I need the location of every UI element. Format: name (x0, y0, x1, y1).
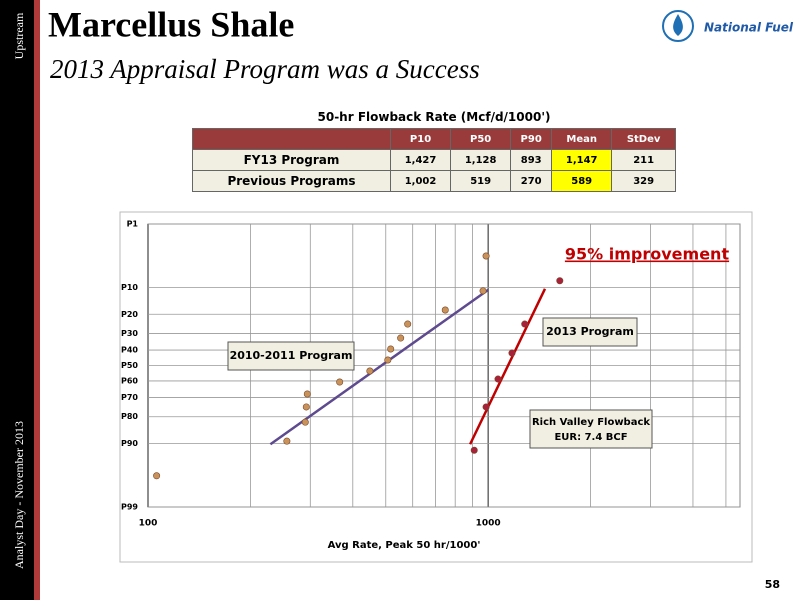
subtitle: 2013 Appraisal Program was a Success (50, 54, 480, 84)
annotation-box (529, 409, 653, 449)
column-header: P50 (450, 128, 512, 150)
data-point (387, 345, 395, 353)
data-point (303, 390, 311, 398)
column-header: P10 (389, 128, 452, 150)
header-row: P10 P50 P90 Mean StDev (192, 128, 676, 150)
data-point (404, 320, 412, 328)
table-grid: P10 P50 P90 Mean StDev FY13 Program 1,427 1,128… (192, 128, 676, 192)
y-tick-label: P90 (121, 439, 138, 448)
y-tick-label: P80 (121, 412, 138, 421)
y-tick-label: P10 (121, 283, 138, 292)
y-tick-label: P1 (127, 220, 139, 229)
x-axis-title: Avg Rate, Peak 50 hr/1000' (328, 540, 481, 551)
cell: 1,002 (389, 170, 452, 192)
data-point (521, 320, 529, 328)
y-tick-label: P30 (121, 329, 138, 338)
data-point (479, 287, 487, 295)
data-point (482, 403, 490, 411)
y-tick-label: P70 (121, 393, 138, 402)
series-label: 2010-2011 Program (230, 349, 353, 362)
annotation: Rich Valley Flowback (532, 417, 650, 428)
page-number: 58 (765, 578, 780, 591)
row-label: FY13 Program (192, 149, 391, 171)
y-tick-label: P20 (121, 310, 138, 319)
chart-frame (119, 211, 753, 563)
row-label: Previous Programs (192, 170, 391, 192)
y-tick-label: P40 (121, 346, 138, 355)
table-title: 50-hr Flowback Rate (Mcf/d/1000') (317, 110, 551, 124)
cell: 519 (450, 170, 512, 192)
data-point (336, 378, 344, 386)
cell: 1,128 (450, 149, 512, 171)
y-tick-label: P50 (121, 361, 138, 370)
sidebar-bottom: Analyst Day - November 2013 (12, 421, 26, 569)
chart: 100 1000 P1 P10 P20 P30 P40 P50 P60 P70 P80 P90 P99 A… (121, 220, 741, 551)
data-point (302, 403, 310, 411)
series-label-box (227, 341, 355, 371)
cell: 893 (510, 149, 553, 171)
y-tick-label: P99 (121, 503, 138, 512)
data-point (384, 356, 392, 364)
fit-line (269, 288, 489, 446)
y-tick-label: P60 (121, 376, 138, 385)
fit-line (468, 288, 547, 445)
sidebar-accent (34, 0, 40, 600)
table-row: Previous Programs 1,002 519 270 589 329 (192, 170, 676, 192)
sidebar-top: Upstream (12, 12, 26, 59)
data-point (283, 437, 291, 445)
column-header: Mean (551, 128, 613, 150)
data-point (494, 375, 502, 383)
data-point (470, 446, 478, 454)
x-tick-label: 1000 (476, 519, 501, 529)
data-point (482, 252, 490, 260)
logo-flame (673, 14, 683, 36)
table-row: FY13 Program 1,427 1,128 893 1,147 211 (192, 149, 676, 171)
data-point (441, 306, 449, 314)
corner-cell (192, 128, 391, 150)
series-label-box (542, 317, 638, 347)
sidebar (0, 0, 34, 600)
data-point (301, 418, 309, 426)
logo: National Fuel (662, 10, 794, 42)
table: 50-hr Flowback Rate (Mcf/d/1000') P10 P50… (192, 106, 676, 192)
annotation: EUR: 7.4 BCF (554, 432, 627, 443)
x-tick-label: 100 (139, 519, 158, 529)
data-point (366, 367, 374, 375)
cell: 270 (510, 170, 553, 192)
column-header: P90 (510, 128, 553, 150)
column-header: StDev (611, 128, 676, 150)
data-point (397, 334, 405, 342)
cell: 1,427 (389, 149, 452, 171)
cell: 1,147 (551, 149, 613, 171)
cell: 329 (611, 170, 676, 192)
logo-text: National Fuel (704, 21, 794, 35)
cell: 589 (551, 170, 613, 192)
data-point (153, 472, 161, 480)
series-label: 2013 Program (546, 325, 634, 338)
annotation: 95% improvement (565, 245, 730, 264)
cell: 211 (611, 149, 676, 171)
data-point (556, 277, 564, 285)
data-point (508, 349, 516, 357)
title: Marcellus Shale (48, 4, 294, 44)
